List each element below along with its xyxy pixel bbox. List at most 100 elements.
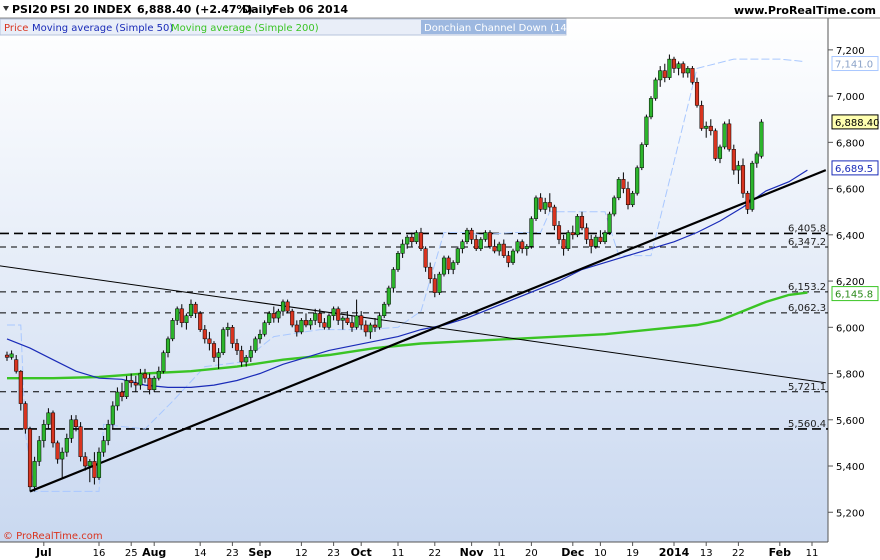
candle-77 (359, 311, 364, 330)
candle-body-120 (556, 225, 562, 240)
header-quote: 6,888.40 (+2.47%) (137, 3, 253, 16)
candle-112 (520, 239, 525, 254)
header-site[interactable]: www.ProRealTime.com (734, 4, 876, 17)
candle-body-150 (694, 81, 700, 106)
candle-body-66 (308, 320, 313, 326)
legend-ma50[interactable]: Moving average (Simple 50) (32, 23, 173, 34)
candle-36 (170, 318, 175, 342)
candle-body-136 (630, 192, 635, 206)
candle-body-84 (391, 269, 396, 289)
x-tick-label-0: Jul (35, 546, 52, 559)
candle-body-126 (584, 227, 589, 240)
candle-body-4 (23, 403, 28, 430)
legend-donchian[interactable]: Donchian Channel Down (14) (424, 23, 571, 34)
candle-78 (363, 320, 368, 337)
candle-body-139 (644, 116, 649, 145)
candle-58 (271, 306, 276, 323)
candle-body-24 (115, 391, 120, 407)
candle-40 (188, 299, 194, 319)
candle-143 (662, 63, 667, 83)
candle-body-143 (662, 70, 667, 78)
candle-body-88 (409, 236, 414, 243)
candle-39 (184, 313, 189, 330)
x-tick-label-19: 13 (700, 548, 713, 559)
x-tick-label-7: 12 (295, 548, 308, 559)
candle-body-73 (340, 317, 345, 321)
candle-82 (382, 301, 387, 319)
candle-79 (368, 322, 373, 339)
candle-38 (179, 304, 184, 328)
candle-body-63 (294, 324, 299, 333)
x-tick-label-6: Sep (248, 546, 271, 559)
candle-113 (524, 244, 529, 256)
candle-161 (745, 190, 750, 215)
candle-48 (225, 322, 230, 337)
candle-body-106 (492, 246, 497, 252)
candle-body-71 (331, 308, 336, 316)
legend-ma200[interactable]: Moving average (Simple 200) (171, 23, 319, 34)
candle-body-47 (221, 329, 226, 353)
x-tick-label-12: Nov (460, 546, 485, 559)
legend-price[interactable]: Price (4, 23, 28, 34)
candle-body-76 (354, 315, 359, 328)
candle-30 (142, 368, 148, 383)
candle-body-77 (359, 315, 364, 326)
candle-body-1 (9, 353, 14, 358)
candle-body-144 (667, 58, 672, 78)
candle-body-16 (78, 426, 83, 458)
candle-body-5 (27, 428, 33, 488)
candle-121 (561, 234, 566, 256)
price-label-box-ma200 (831, 286, 879, 302)
candle-body-58 (271, 313, 276, 319)
candle-26 (124, 375, 129, 399)
candle-body-101 (469, 229, 474, 240)
candle-body-137 (635, 167, 640, 194)
menu-arrow-icon[interactable] (3, 6, 9, 11)
candle-139 (644, 114, 649, 147)
candle-body-13 (64, 438, 69, 453)
candle-8 (41, 419, 46, 448)
candle-body-49 (230, 327, 235, 344)
candle-159 (736, 160, 741, 184)
candle-body-119 (552, 206, 557, 226)
candle-43 (202, 324, 207, 344)
candle-49 (230, 324, 235, 349)
header-name: PSI 20 INDEX (50, 3, 132, 16)
candle-body-10 (50, 412, 56, 444)
x-tick-label-1: 16 (93, 548, 106, 559)
x-tick-label-21: Feb (769, 546, 792, 559)
candle-69 (322, 318, 327, 330)
candle-body-149 (690, 68, 695, 83)
candle-body-79 (368, 324, 373, 333)
y-tick-label-5: 6,200 (836, 277, 865, 288)
candle-body-28 (133, 382, 138, 386)
y-tick-label-10: 5,200 (836, 508, 865, 519)
y-tick-label-0: 7,200 (836, 46, 865, 57)
candle-67 (313, 308, 318, 325)
candle-101 (469, 227, 474, 245)
candle-7 (37, 435, 42, 467)
candle-117 (543, 197, 548, 215)
candle-153 (708, 119, 713, 136)
candle-body-0 (4, 354, 10, 358)
candle-body-82 (382, 303, 387, 316)
header-period: Daily (242, 3, 273, 16)
candle-96 (446, 255, 451, 275)
candle-body-131 (607, 213, 612, 233)
candle-34 (161, 350, 166, 374)
candle-body-110 (510, 250, 516, 263)
y-tick-label-1: 7,000 (836, 92, 865, 103)
candle-body-116 (538, 197, 543, 210)
candle-body-40 (188, 303, 194, 316)
y-tick-label-2: 6,800 (836, 138, 865, 149)
trendline-0 (29, 169, 827, 493)
candle-body-92 (428, 266, 433, 280)
candle-104 (483, 230, 488, 242)
candle-body-112 (520, 241, 525, 249)
candle-81 (377, 313, 382, 330)
price-label-donchian: 7,141.0 (835, 60, 873, 71)
candle-102 (474, 234, 479, 252)
candle-162 (750, 160, 755, 212)
candle-body-130 (602, 232, 608, 243)
